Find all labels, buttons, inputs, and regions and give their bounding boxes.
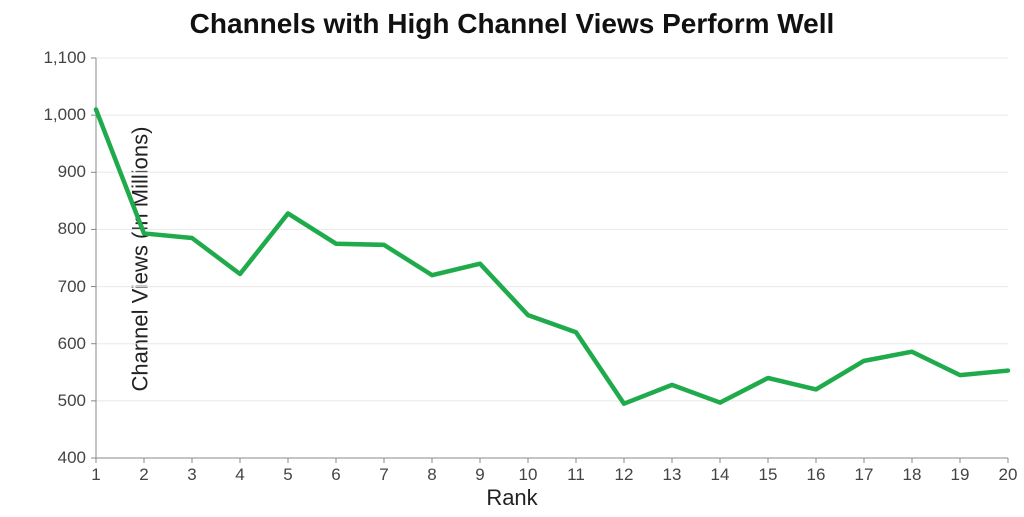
chart-container: Channels with High Channel Views Perform… — [0, 0, 1024, 517]
x-tick-label: 14 — [711, 465, 730, 485]
x-tick-label: 3 — [187, 465, 196, 485]
x-tick-label: 18 — [903, 465, 922, 485]
y-tick-label: 700 — [58, 277, 86, 297]
x-tick-label: 12 — [615, 465, 634, 485]
x-tick-label: 1 — [91, 465, 100, 485]
x-tick-label: 2 — [139, 465, 148, 485]
y-tick-label: 400 — [58, 448, 86, 468]
x-tick-label: 5 — [283, 465, 292, 485]
x-tick-label: 6 — [331, 465, 340, 485]
chart-svg — [96, 58, 1008, 458]
axis-lines — [96, 58, 1008, 458]
y-tick-label: 1,100 — [43, 48, 86, 68]
y-tick-label: 800 — [58, 219, 86, 239]
plot-area — [96, 58, 1008, 458]
y-tick-label: 900 — [58, 162, 86, 182]
x-tick-label: 20 — [999, 465, 1018, 485]
y-tick-label: 600 — [58, 334, 86, 354]
x-tick-label: 9 — [475, 465, 484, 485]
x-tick-label: 7 — [379, 465, 388, 485]
x-tick-label: 11 — [567, 465, 585, 485]
chart-title: Channels with High Channel Views Perform… — [0, 8, 1024, 40]
x-tick-label: 15 — [759, 465, 778, 485]
data-line — [96, 109, 1008, 403]
x-tick-label: 8 — [427, 465, 436, 485]
x-tick-label: 17 — [855, 465, 874, 485]
y-tick-label: 500 — [58, 391, 86, 411]
y-tick-label: 1,000 — [43, 105, 86, 125]
x-axis-label: Rank — [0, 485, 1024, 511]
x-tick-label: 4 — [235, 465, 244, 485]
x-tick-label: 16 — [807, 465, 826, 485]
x-tick-label: 19 — [951, 465, 970, 485]
x-tick-label: 10 — [519, 465, 538, 485]
x-tick-label: 13 — [663, 465, 682, 485]
